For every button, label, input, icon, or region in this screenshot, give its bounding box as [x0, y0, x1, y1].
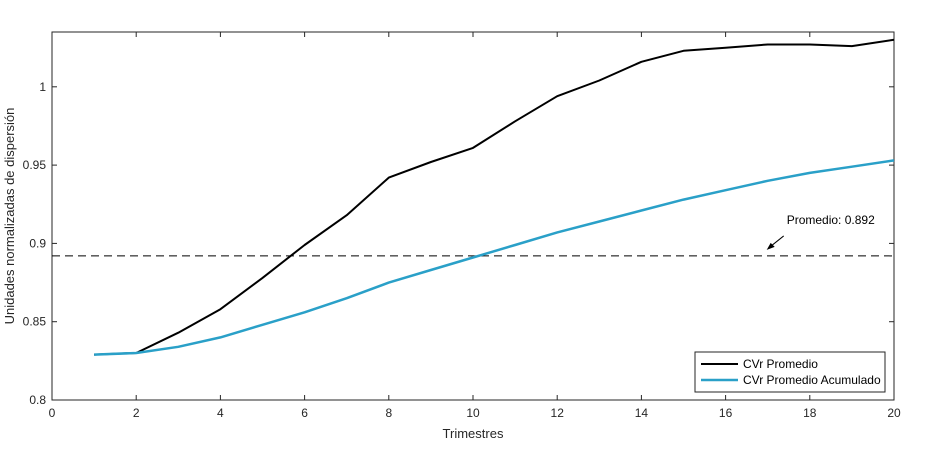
- axis-ticks: 0 2 4 6 8 10 12 14 16 18 20 0.8 0.85 0.9 0.95 1: [23, 32, 901, 420]
- plot-area: [51, 31, 895, 401]
- annotation-label: Promedio: 0.892: [787, 213, 875, 227]
- legend: CVr Promedio CVr Promedio Acumulado: [694, 351, 886, 393]
- series-group: [94, 38, 895, 356]
- x-tick-label: 4: [217, 406, 224, 420]
- reference-line-group: Promedio: 0.892: [52, 213, 894, 257]
- y-tick-label: 0.85: [23, 315, 47, 329]
- x-axis-label: Trimestres: [443, 426, 504, 441]
- x-tick-label: 6: [301, 406, 308, 420]
- y-tick-label: 0.9: [29, 236, 46, 250]
- y-tick-label: 0.8: [29, 393, 46, 407]
- x-tick-label: 8: [385, 406, 392, 420]
- x-tick-label: 0: [49, 406, 56, 420]
- legend-box: [694, 351, 886, 393]
- legend-label-cvr-promedio-acumulado: CVr Promedio Acumulado: [743, 373, 881, 387]
- x-tick-label: 12: [551, 406, 565, 420]
- y-tick-label: 1: [39, 80, 46, 94]
- x-tick-label: 14: [635, 406, 649, 420]
- x-tick-label: 20: [887, 406, 901, 420]
- annotation-arrowhead: [766, 242, 775, 250]
- x-tick-label: 10: [466, 406, 480, 420]
- series-line-cvr-promedio-acumulado: [94, 159, 895, 356]
- x-tick-label: 2: [133, 406, 140, 420]
- x-tick-label: 18: [803, 406, 817, 420]
- y-axis-label: Unidades normalizadas de dispersión: [2, 108, 17, 325]
- y-tick-label: 0.95: [23, 158, 47, 172]
- series-line-cvr-promedio: [94, 38, 895, 356]
- legend-label-cvr-promedio: CVr Promedio: [743, 357, 818, 371]
- x-tick-label: 16: [719, 406, 733, 420]
